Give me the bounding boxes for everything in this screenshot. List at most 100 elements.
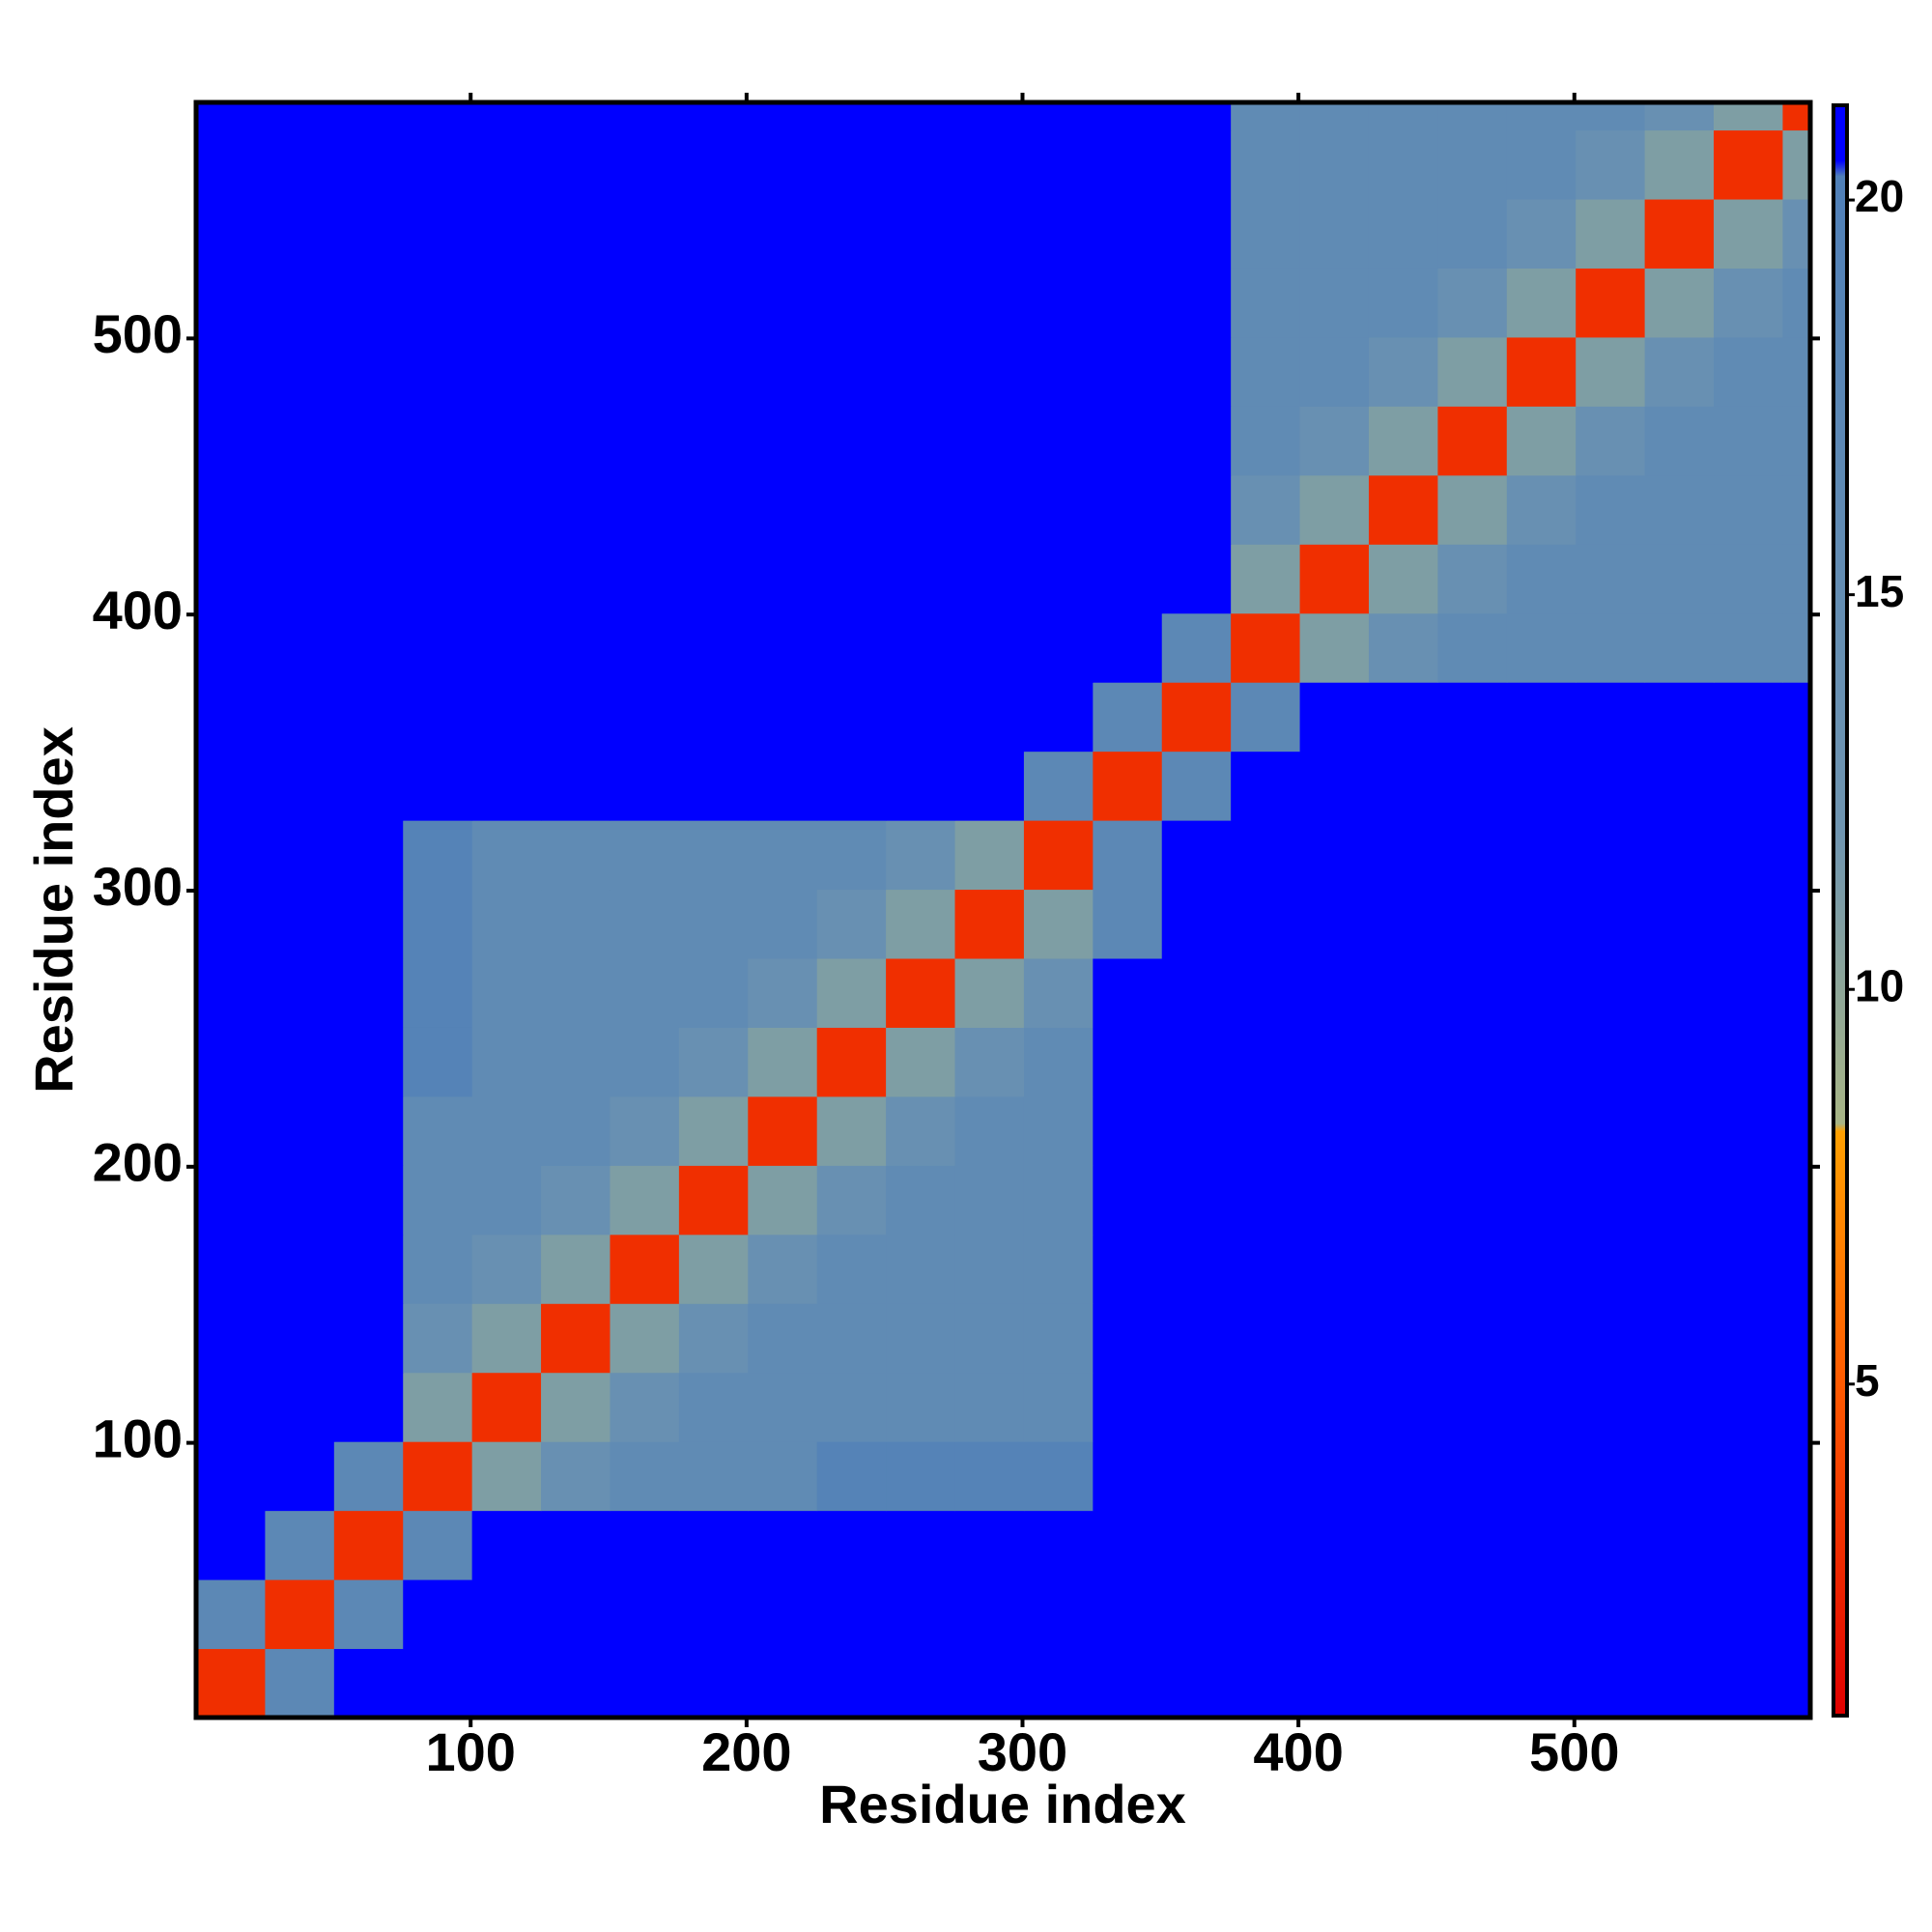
heatmap-cell: [1093, 1303, 1163, 1374]
heatmap-cell: [678, 544, 749, 614]
heatmap-cell: [333, 1095, 404, 1166]
heatmap-cell: [1231, 1303, 1301, 1374]
heatmap-cell: [1782, 1027, 1811, 1097]
heatmap-cell: [265, 1027, 335, 1097]
heatmap-cell: [1161, 129, 1232, 200]
colorbar-tick-label: 20: [1855, 171, 1904, 221]
heatmap-cell: [1023, 406, 1094, 476]
heatmap-cell: [954, 268, 1025, 338]
heatmap-cell: [1023, 1648, 1094, 1719]
heatmap-cell: [886, 820, 956, 891]
heatmap-cell: [886, 268, 956, 338]
heatmap-cell: [265, 1372, 335, 1442]
heatmap-cell: [1437, 1165, 1508, 1236]
heatmap-cell: [610, 1579, 680, 1650]
heatmap-cell: [816, 406, 887, 476]
heatmap-cell: [954, 102, 1025, 131]
x-tick-label: 300: [978, 1721, 1067, 1782]
y-tick-label: 300: [93, 856, 183, 917]
heatmap-cell: [1644, 129, 1715, 200]
heatmap-cell: [1299, 1510, 1370, 1580]
heatmap-cell: [541, 406, 611, 476]
heatmap-cell: [1714, 1441, 1783, 1512]
heatmap-cell: [1368, 1648, 1438, 1719]
heatmap-cell: [1437, 682, 1508, 753]
heatmap-cell: [541, 1441, 611, 1512]
heatmap-cell: [1093, 102, 1163, 131]
heatmap-cell: [886, 612, 956, 683]
x-tick-label: 500: [1529, 1721, 1619, 1782]
heatmap-cell: [1576, 102, 1646, 131]
heatmap-cell: [1299, 199, 1370, 269]
heatmap-cell: [196, 406, 266, 476]
heatmap-cell: [1576, 474, 1646, 545]
heatmap-cell: [610, 1303, 680, 1374]
heatmap-cell: [1576, 268, 1646, 338]
heatmap-cell: [748, 820, 818, 891]
heatmap-cell: [1299, 1027, 1370, 1097]
heatmap-cell: [1093, 1372, 1163, 1442]
heatmap-cell: [1368, 751, 1438, 821]
heatmap-cell: [1299, 1648, 1370, 1719]
heatmap-cell: [678, 1648, 749, 1719]
heatmap-cell: [1644, 102, 1715, 131]
heatmap-cell: [1506, 1234, 1577, 1304]
heatmap-cell: [1714, 1027, 1783, 1097]
heatmap-cell: [1576, 682, 1646, 753]
heatmap-cell: [1714, 1372, 1783, 1442]
heatmap-cell: [1644, 1579, 1715, 1650]
heatmap-cell: [610, 1027, 680, 1097]
heatmap-cell: [196, 1579, 266, 1650]
heatmap-cell: [1782, 751, 1811, 821]
heatmap-cell: [954, 406, 1025, 476]
heatmap-cell: [403, 820, 473, 891]
heatmap-cell: [1161, 889, 1232, 959]
heatmap-cell: [541, 612, 611, 683]
heatmap-cell: [954, 820, 1025, 891]
heatmap-cell: [1506, 474, 1577, 545]
heatmap-cell: [610, 1372, 680, 1442]
heatmap-cell: [265, 1303, 335, 1374]
heatmap-cell: [748, 751, 818, 821]
heatmap-cell: [1506, 1095, 1577, 1166]
heatmap-cell: [403, 958, 473, 1028]
heatmap-cell: [196, 889, 266, 959]
heatmap-cell: [541, 889, 611, 959]
heatmap-cell: [403, 1441, 473, 1512]
heatmap-cell: [1023, 1510, 1094, 1580]
heatmap-cell: [1644, 889, 1715, 959]
heatmap-cell: [471, 1165, 542, 1236]
heatmap-cell: [816, 958, 887, 1028]
heatmap-cell: [1437, 336, 1508, 407]
heatmap-cell: [954, 958, 1025, 1028]
heatmap-cell: [1093, 268, 1163, 338]
heatmap-cell: [610, 1234, 680, 1304]
heatmap-cell: [1644, 268, 1715, 338]
heatmap-cell: [1506, 1372, 1577, 1442]
heatmap-cell: [1714, 612, 1783, 683]
heatmap-cell: [1714, 102, 1783, 131]
heatmap-cell: [1299, 958, 1370, 1028]
heatmap-cell: [1299, 1372, 1370, 1442]
heatmap-cell: [886, 1303, 956, 1374]
heatmap-cell: [265, 129, 335, 200]
heatmap-cell: [1576, 199, 1646, 269]
heatmap-cell: [541, 751, 611, 821]
heatmap-cell: [1023, 751, 1094, 821]
heatmap-cell: [1506, 336, 1577, 407]
heatmap-cell: [1576, 1441, 1646, 1512]
heatmap-cell: [1231, 1372, 1301, 1442]
plot-frame: [193, 99, 1813, 1720]
heatmap-cell: [1576, 751, 1646, 821]
heatmap-cell: [1023, 612, 1094, 683]
heatmap-cell: [541, 1510, 611, 1580]
heatmap-cell: [1023, 1095, 1094, 1166]
heatmap-cell: [610, 1648, 680, 1719]
heatmap-cell: [748, 406, 818, 476]
heatmap-cell: [1368, 268, 1438, 338]
heatmap-cell: [1161, 1510, 1232, 1580]
heatmap-cell: [265, 199, 335, 269]
heatmap-cell: [403, 406, 473, 476]
heatmap-cell: [1506, 268, 1577, 338]
